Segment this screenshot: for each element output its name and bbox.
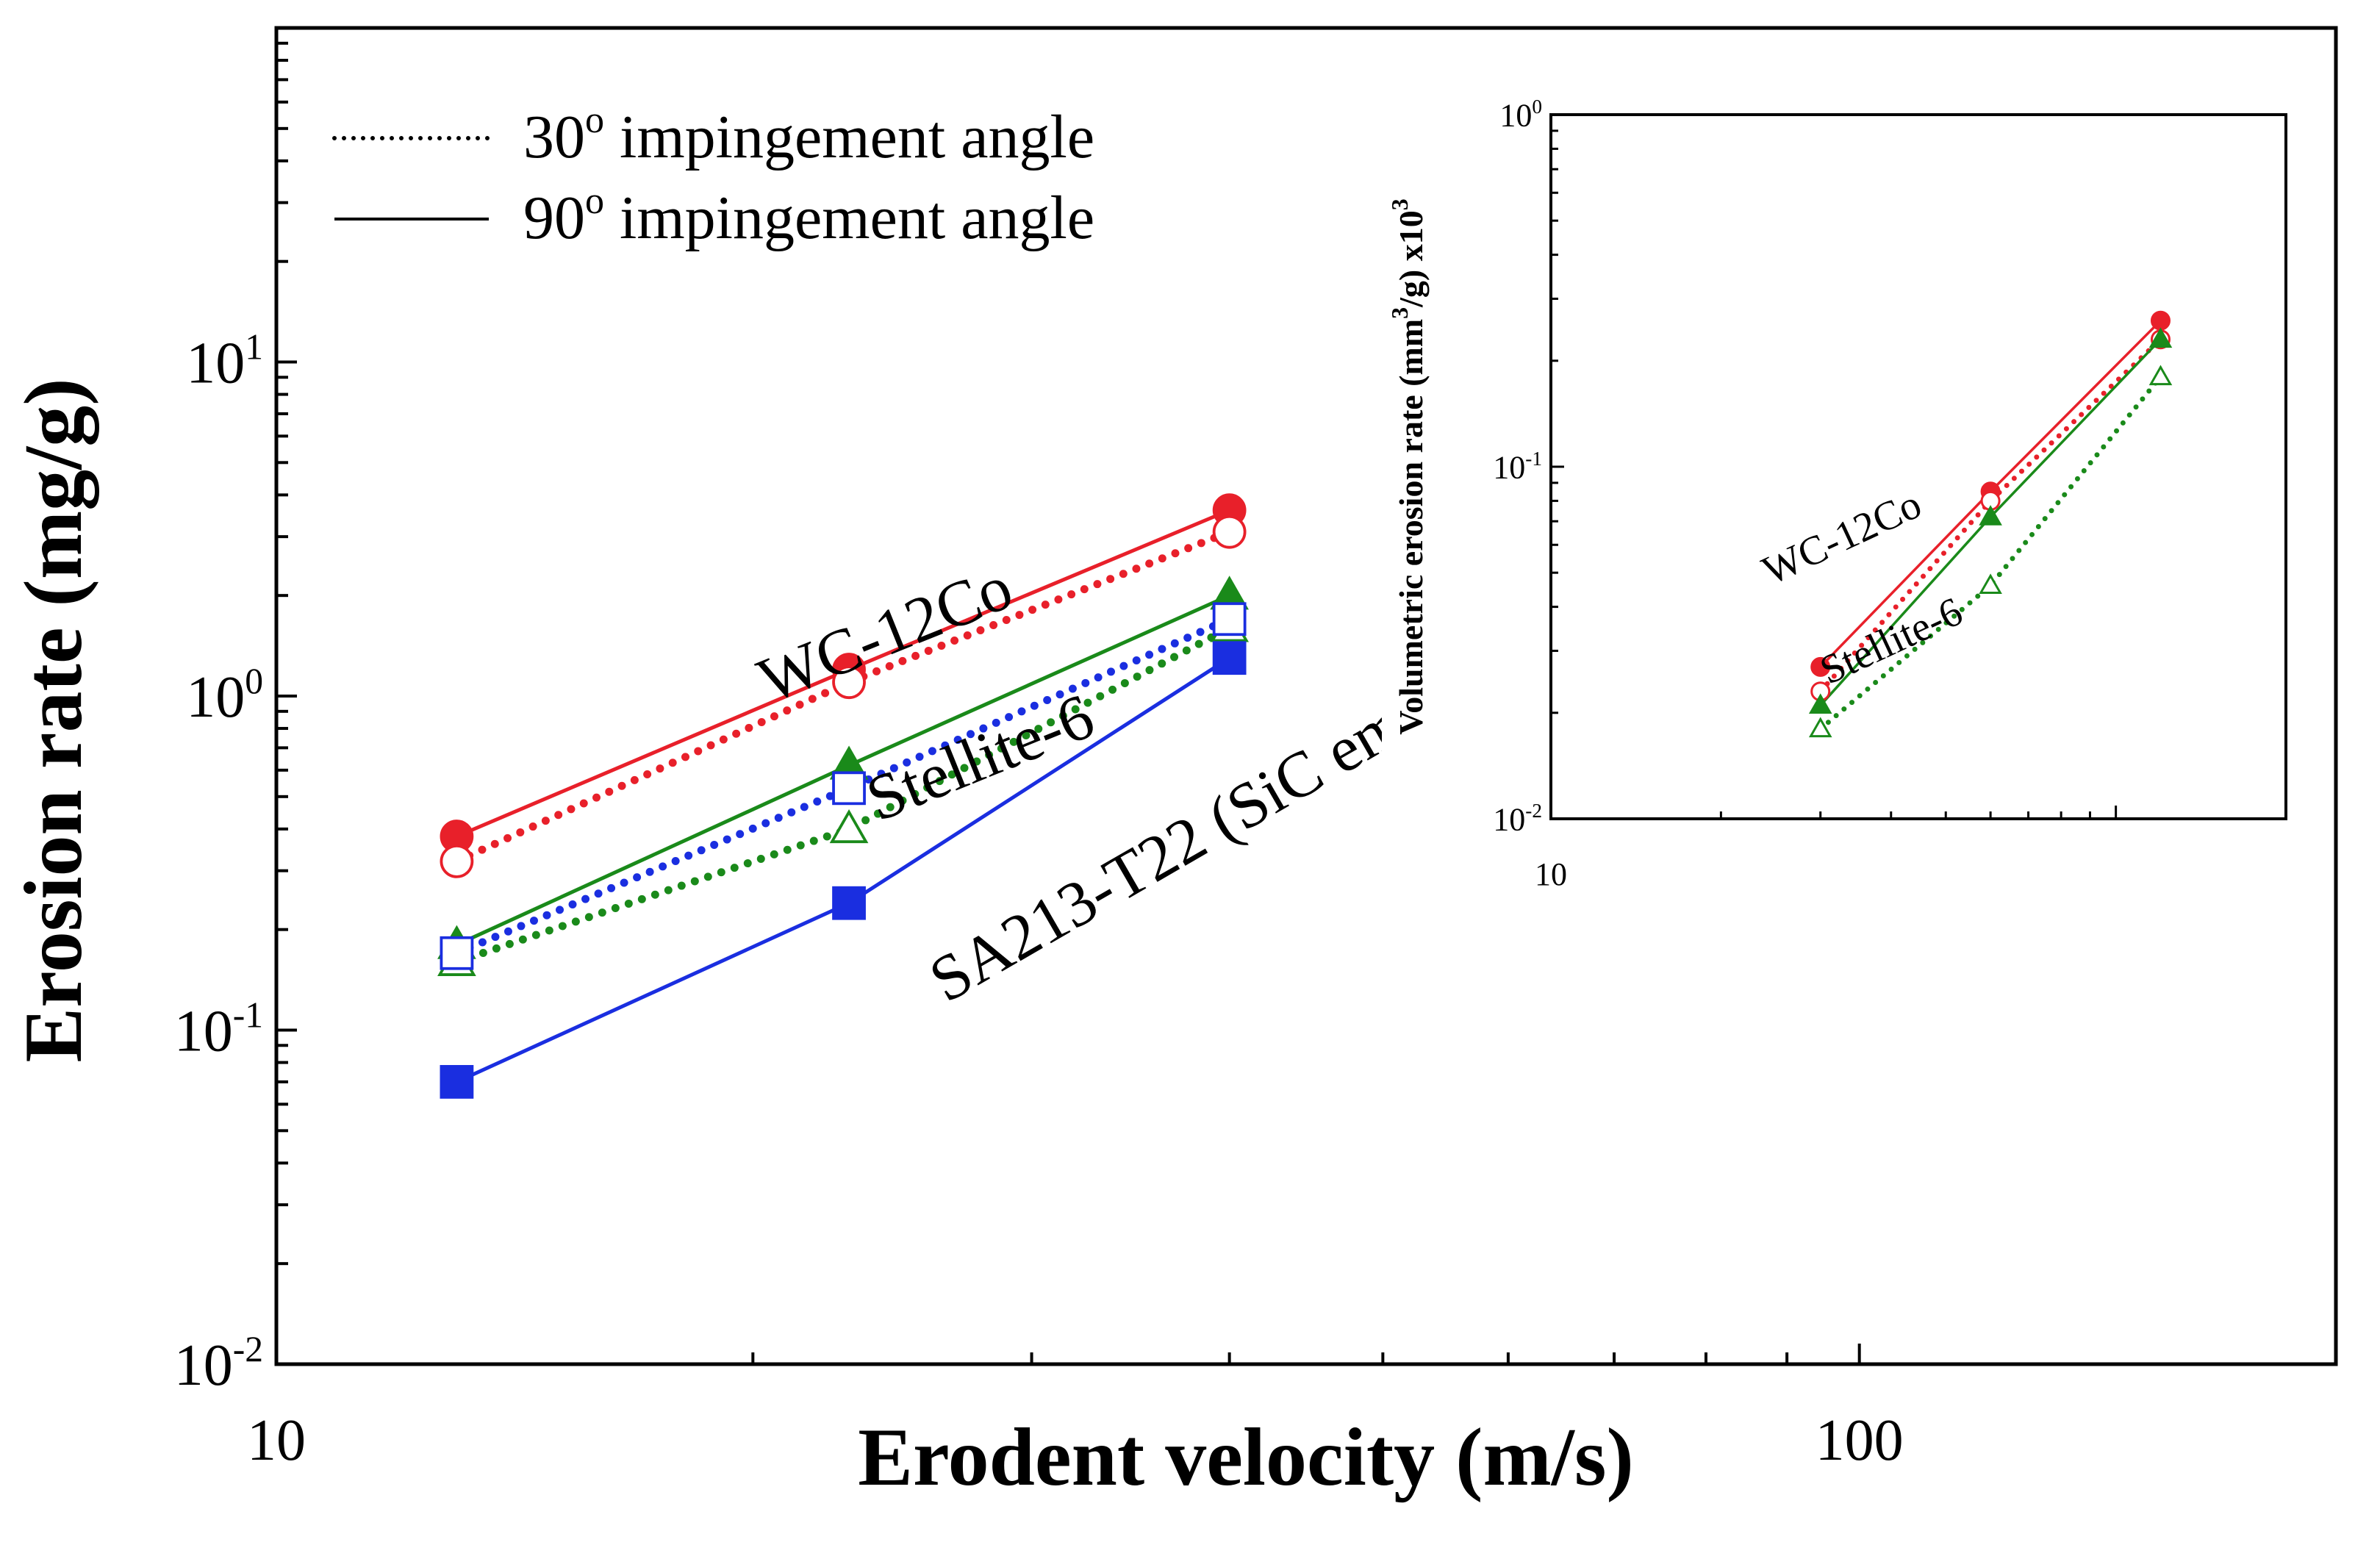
data-point-stellite-6-30 (1979, 573, 2002, 594)
y-tick-exponent: -1 (233, 995, 263, 1036)
axis-ticks (1551, 129, 2287, 820)
annotation-label: Stellite-6 (857, 681, 1103, 836)
legend-degree: o (585, 99, 604, 141)
inset-y-axis-title: Volumetric erosion rate (mm3/g) x103 (1386, 198, 1430, 735)
data-point-sa213-t22-90 (832, 886, 866, 920)
data-point-sa213-t22-90 (440, 1065, 474, 1099)
inset-ylabel-sup: 3 (1386, 198, 1413, 210)
y-tick-base: 10 (174, 1333, 233, 1398)
y-tick-label: 101 (186, 327, 263, 396)
series-markers (437, 493, 1250, 1099)
legend-angle: 90 (523, 184, 585, 252)
data-point-stellite-6-30 (1808, 717, 1832, 738)
x-tick-label: 100 (1816, 1408, 1904, 1473)
y-tick-base: 10 (1499, 97, 1532, 133)
y-tick-exponent: -2 (1525, 800, 1542, 822)
y-tick-exponent: 0 (245, 661, 263, 701)
y-tick-exponent: -2 (233, 1329, 263, 1369)
x-axis-title: Erodent velocity (m/s) (858, 1412, 1634, 1503)
data-point-wc-12co-30 (832, 665, 866, 700)
data-point-sa213-t22-90 (1212, 641, 1247, 675)
data-point-stellite-6-30 (829, 809, 869, 844)
y-tick-base: 10 (1493, 801, 1525, 837)
inset-chart: 10-210-110010WC-12CoStellite-6Volumetric… (1382, 81, 2293, 892)
y-tick-label: 10-1 (1493, 448, 1542, 486)
legend-text: impingement angle (604, 184, 1094, 252)
inset-background (1382, 81, 2293, 875)
y-axis-title: Erosion rate (mg/g) (8, 378, 99, 1062)
data-point-stellite-6-30 (2148, 365, 2173, 386)
data-point-stellite-6-90 (1979, 505, 2002, 526)
data-point-wc-12co-30 (440, 845, 474, 878)
data-point-wc-12co-30 (1212, 515, 1247, 549)
legend-degree: o (585, 180, 604, 222)
legend-angle: 30 (523, 103, 585, 171)
y-tick-exponent: 1 (245, 327, 263, 368)
data-point-sa213-t22-30 (440, 936, 474, 970)
y-tick-label: 10-2 (1493, 800, 1542, 838)
data-point-wc-12co-90 (2150, 310, 2171, 331)
x-tick-label: 10 (1535, 856, 1567, 892)
legend-label: 90o impingement angle (523, 180, 1094, 252)
series-line-stellite-6-30 (452, 623, 1234, 967)
y-tick-base: 10 (1493, 449, 1525, 485)
data-point-sa213-t22-30 (1212, 602, 1247, 637)
y-tick-base: 10 (174, 1000, 233, 1064)
y-tick-label: 100 (186, 661, 263, 730)
y-tick-base: 10 (186, 331, 245, 396)
series-line-stellite-6-30 (1818, 374, 2163, 732)
y-tick-exponent: 0 (1532, 96, 1542, 118)
data-point-wc-12co-90 (1810, 656, 1831, 677)
y-tick-label: 10-2 (174, 1329, 263, 1398)
y-tick-label: 10-1 (174, 995, 263, 1064)
series-markers (1808, 310, 2173, 738)
series-line-sa213-t22-30 (452, 614, 1234, 958)
data-point-stellite-6-90 (1808, 693, 1832, 714)
x-tick-label: 10 (247, 1408, 306, 1473)
legend-text: impingement angle (604, 103, 1094, 171)
data-point-stellite-6-90 (2148, 327, 2173, 348)
y-tick-exponent: -1 (1525, 448, 1542, 470)
inset-ylabel-sup: 3 (1386, 307, 1413, 319)
y-tick-base: 10 (186, 665, 245, 730)
data-point-sa213-t22-30 (832, 771, 866, 806)
inset-ylabel-pre: Volumetric erosion rate (mm (1392, 319, 1430, 735)
legend-label: 30o impingement angle (523, 99, 1094, 171)
axis-ticks (276, 41, 2337, 1366)
y-tick-label: 100 (1499, 96, 1542, 134)
inset-ylabel-mid: /g) x10 (1392, 210, 1430, 308)
